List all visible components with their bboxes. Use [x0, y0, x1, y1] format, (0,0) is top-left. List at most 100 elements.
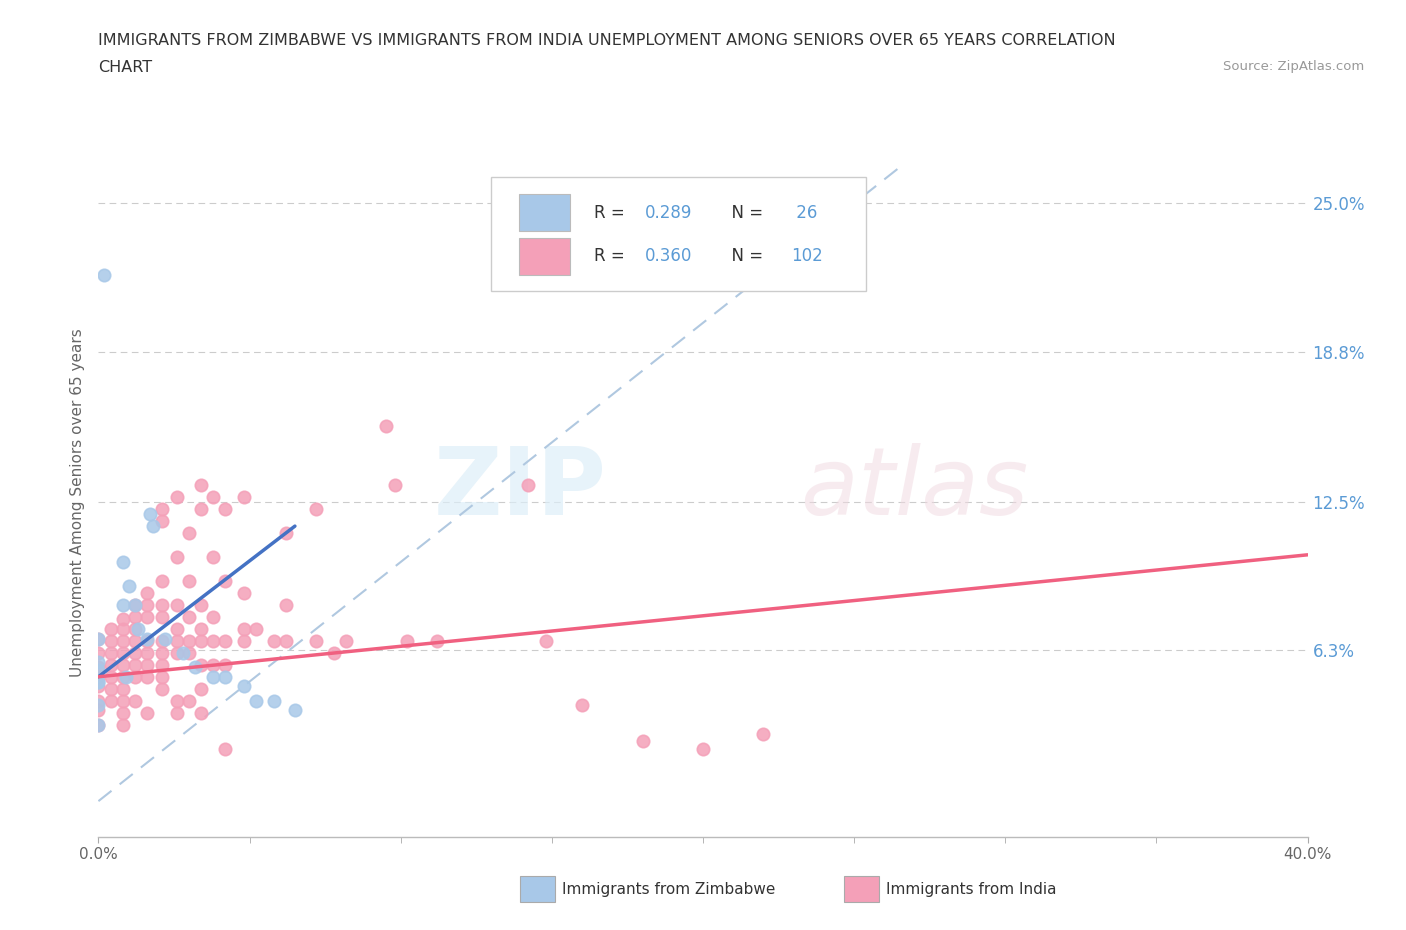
Point — [232, 490, 254, 505]
Point — [135, 631, 157, 646]
Point — [150, 670, 173, 684]
Point — [93, 268, 115, 283]
Point — [100, 645, 122, 660]
Point — [179, 525, 201, 540]
Point — [245, 621, 267, 636]
Point — [426, 633, 449, 648]
Point — [135, 586, 157, 601]
Point — [111, 670, 134, 684]
Point — [214, 741, 236, 756]
Point — [571, 698, 593, 713]
Point — [100, 658, 122, 672]
Point — [150, 658, 173, 672]
Point — [124, 645, 146, 660]
Point — [142, 519, 165, 534]
Point — [111, 554, 134, 569]
Point — [179, 645, 201, 660]
Point — [202, 609, 225, 624]
Text: Immigrants from India: Immigrants from India — [886, 882, 1056, 897]
Point — [214, 502, 236, 517]
Point — [124, 598, 146, 613]
Point — [87, 693, 110, 708]
Point — [87, 717, 110, 732]
Text: 102: 102 — [792, 247, 823, 265]
Point — [166, 693, 188, 708]
Point — [87, 679, 110, 694]
Point — [166, 621, 188, 636]
Point — [135, 645, 157, 660]
Point — [127, 621, 149, 636]
Point — [150, 682, 173, 697]
Point — [100, 670, 122, 684]
Point — [214, 633, 236, 648]
Point — [166, 705, 188, 720]
Point — [232, 633, 254, 648]
Text: N =: N = — [721, 247, 769, 265]
Point — [232, 586, 254, 601]
Text: Source: ZipAtlas.com: Source: ZipAtlas.com — [1223, 60, 1364, 73]
Point — [135, 670, 157, 684]
Point — [87, 670, 110, 684]
Point — [111, 633, 134, 648]
Point — [87, 662, 110, 677]
Point — [305, 502, 328, 517]
Point — [202, 490, 225, 505]
Point — [111, 612, 134, 627]
Point — [124, 693, 146, 708]
Point — [335, 633, 357, 648]
Point — [631, 734, 654, 749]
Point — [190, 621, 212, 636]
Point — [166, 645, 188, 660]
Y-axis label: Unemployment Among Seniors over 65 years: Unemployment Among Seniors over 65 years — [70, 328, 86, 677]
Point — [534, 633, 557, 648]
Point — [111, 682, 134, 697]
Point — [166, 633, 188, 648]
Point — [179, 693, 201, 708]
Point — [274, 525, 297, 540]
Point — [395, 633, 418, 648]
Point — [100, 682, 122, 697]
Point — [111, 658, 134, 672]
Point — [190, 658, 212, 672]
Point — [135, 598, 157, 613]
Point — [111, 693, 134, 708]
Point — [274, 598, 297, 613]
Point — [516, 478, 538, 493]
Point — [150, 502, 173, 517]
Point — [100, 621, 122, 636]
Point — [124, 633, 146, 648]
Point — [166, 598, 188, 613]
Point — [135, 609, 157, 624]
Point — [323, 645, 346, 660]
Point — [190, 478, 212, 493]
Text: R =: R = — [595, 247, 630, 265]
Point — [190, 682, 212, 697]
Point — [135, 705, 157, 720]
Point — [184, 659, 207, 674]
Point — [166, 490, 188, 505]
Text: N =: N = — [721, 204, 769, 221]
Point — [124, 598, 146, 613]
Point — [111, 645, 134, 660]
Point — [87, 698, 110, 713]
Point — [118, 578, 141, 593]
Point — [87, 655, 110, 670]
Point — [374, 418, 396, 433]
Text: IMMIGRANTS FROM ZIMBABWE VS IMMIGRANTS FROM INDIA UNEMPLOYMENT AMONG SENIORS OVE: IMMIGRANTS FROM ZIMBABWE VS IMMIGRANTS F… — [98, 33, 1116, 47]
Point — [111, 705, 134, 720]
Point — [232, 621, 254, 636]
Point — [214, 658, 236, 672]
Point — [179, 609, 201, 624]
Point — [150, 574, 173, 589]
Point — [274, 633, 297, 648]
Point — [245, 693, 267, 708]
Text: atlas: atlas — [800, 444, 1028, 535]
Point — [179, 574, 201, 589]
Point — [111, 717, 134, 732]
Point — [202, 670, 225, 684]
Point — [100, 633, 122, 648]
Point — [172, 645, 194, 660]
Point — [284, 703, 307, 718]
Text: Immigrants from Zimbabwe: Immigrants from Zimbabwe — [562, 882, 776, 897]
Point — [263, 693, 285, 708]
